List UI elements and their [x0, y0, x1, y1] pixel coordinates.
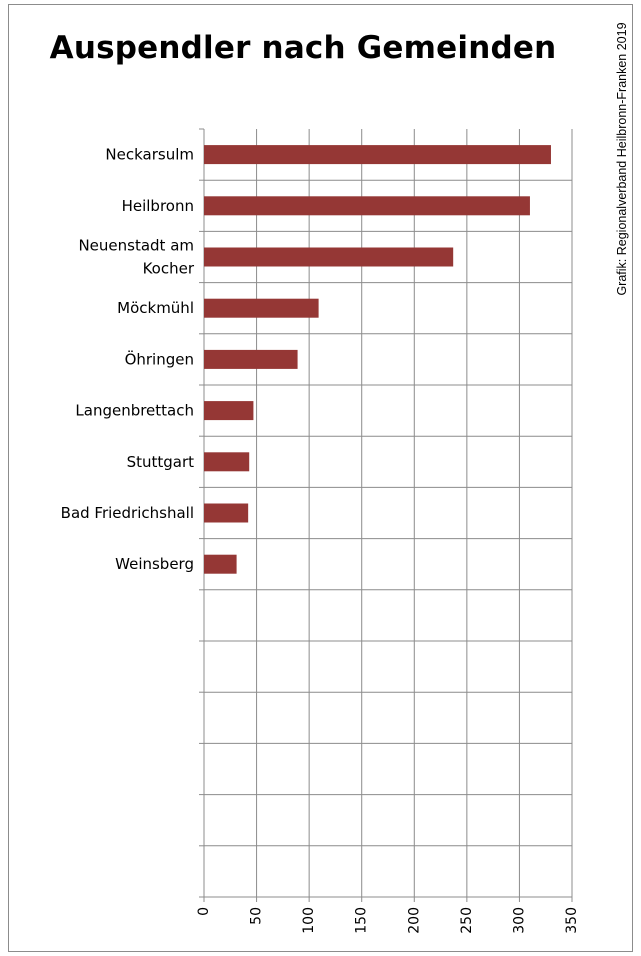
- value-tick-label: 300: [511, 907, 527, 934]
- value-tick-label: 50: [249, 907, 265, 925]
- category-label: Heilbronn: [122, 197, 194, 215]
- bar: [204, 196, 530, 216]
- chart-title: Auspendler nach Gemeinden: [49, 30, 557, 66]
- bar: [204, 452, 250, 472]
- bar: [204, 145, 551, 165]
- category-label: Möckmühl: [117, 299, 194, 317]
- bar: [204, 554, 237, 574]
- value-tick-label: 150: [354, 907, 370, 934]
- category-label: Bad Friedrichshall: [61, 504, 194, 522]
- bar: [204, 401, 254, 421]
- category-label: Weinsberg: [115, 555, 194, 573]
- category-label: Stuttgart: [127, 453, 195, 471]
- category-label: Kocher: [143, 260, 195, 278]
- category-label: Öhringen: [125, 349, 194, 368]
- value-tick-label: 100: [301, 907, 317, 934]
- bar: [204, 247, 454, 267]
- bar: [204, 349, 298, 369]
- bar: [204, 298, 319, 318]
- value-tick-label: 350: [564, 907, 580, 934]
- category-label: Neuenstadt am: [78, 237, 194, 255]
- category-label: Neckarsulm: [105, 146, 194, 164]
- category-label: Langenbrettach: [75, 402, 194, 420]
- value-tick-label: 0: [196, 907, 212, 916]
- value-tick-label: 250: [459, 907, 475, 934]
- bar: [204, 503, 249, 523]
- value-tick-label: 200: [406, 907, 422, 934]
